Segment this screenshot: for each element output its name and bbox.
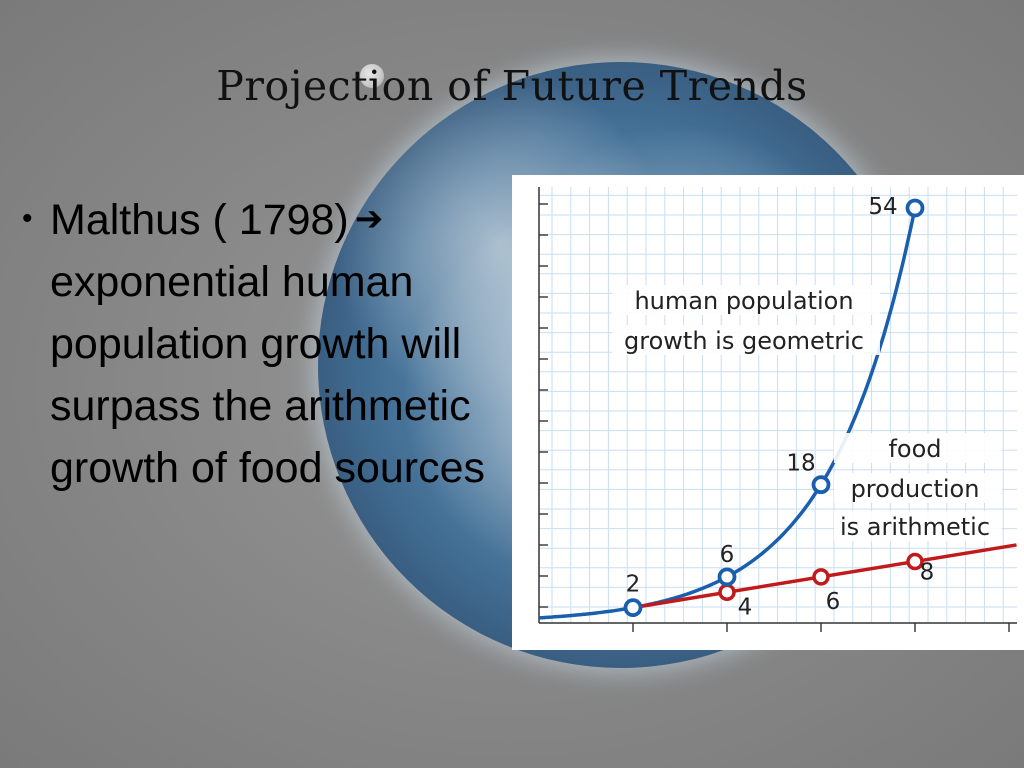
bold-right-arrow-icon: ➔ bbox=[354, 200, 384, 238]
annotation-background bbox=[834, 511, 1002, 541]
population-point-label: 6 bbox=[720, 542, 735, 568]
food-data-point bbox=[812, 568, 830, 586]
food-annotation-line: production bbox=[851, 475, 980, 503]
slide-title: Projection of Future Trends bbox=[216, 62, 808, 110]
annotation-background bbox=[612, 285, 880, 315]
chart-annotations: human population growth is geometric food p… bbox=[612, 285, 1002, 541]
food-point-label: 6 bbox=[826, 589, 841, 615]
annotation-background bbox=[834, 433, 1002, 463]
food-data-point bbox=[906, 552, 924, 571]
bullet-item: Malthus ( 1798) ➔ exponential human popul… bbox=[50, 188, 492, 499]
population-data-point bbox=[717, 567, 737, 587]
bullet-dot: • bbox=[22, 202, 33, 235]
bullet-list: • Malthus ( 1798) ➔ exponential human pop… bbox=[22, 188, 492, 499]
bullet-line-1: Malthus ( 1798) bbox=[50, 196, 349, 244]
chart-axes bbox=[538, 187, 1017, 632]
food-data-point bbox=[718, 583, 736, 602]
annotation-background bbox=[834, 473, 1002, 503]
population-point-label: 18 bbox=[786, 451, 815, 477]
annotation-background bbox=[612, 325, 880, 355]
bullet-line-rest: exponential human population growth will… bbox=[50, 258, 486, 492]
population-annotation-line: human population bbox=[634, 287, 853, 315]
population-data-point bbox=[623, 598, 643, 618]
population-annotation-line: growth is geometric bbox=[624, 327, 864, 355]
food-point-label: 4 bbox=[738, 594, 753, 620]
population-point-label: 54 bbox=[868, 194, 897, 220]
population-data-point bbox=[811, 475, 831, 495]
food-annotation-line: food bbox=[888, 435, 941, 463]
population-point-label: 2 bbox=[626, 572, 641, 598]
chart-panel: 2 6 18 54 4 6 8 human population growth is geom… bbox=[512, 175, 1024, 650]
food-annotation-line: is arithmetic bbox=[840, 513, 990, 541]
population-data-point bbox=[905, 198, 925, 218]
food-point-label: 8 bbox=[920, 560, 935, 586]
moon-image bbox=[360, 64, 384, 88]
chart-points bbox=[623, 198, 925, 618]
